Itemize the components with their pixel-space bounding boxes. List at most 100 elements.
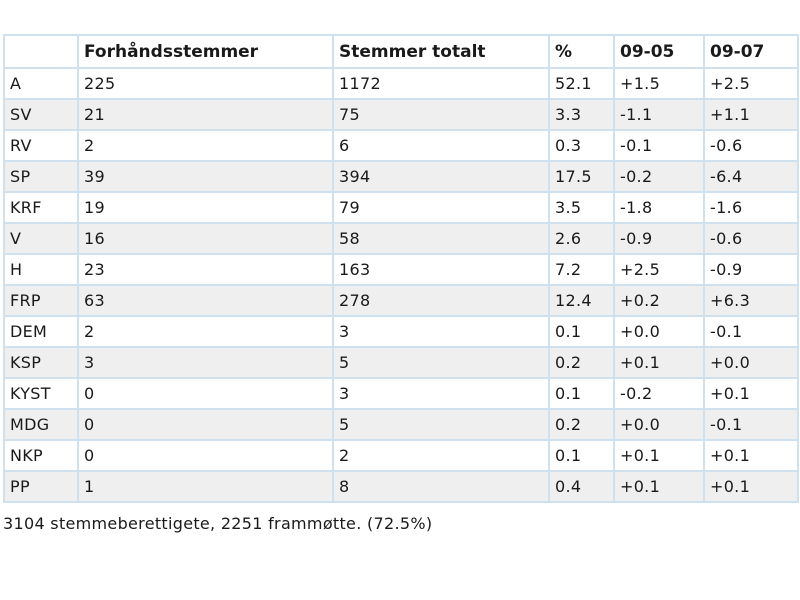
advance-votes-header: Forhåndsstemmer (77, 34, 334, 69)
table-row: MDG 0 5 0.2 +0.0 -0.1 (3, 408, 799, 441)
party-cell: MDG (3, 408, 79, 441)
change-09-07-cell: +0.0 (703, 346, 799, 379)
party-cell: KYST (3, 377, 79, 410)
advance-votes-cell: 0 (77, 439, 334, 472)
party-cell: FRP (3, 284, 79, 317)
party-cell: DEM (3, 315, 79, 348)
change-09-05-cell: +0.0 (613, 408, 705, 441)
advance-votes-cell: 3 (77, 346, 334, 379)
total-votes-cell: 2 (332, 439, 550, 472)
total-votes-cell: 79 (332, 191, 550, 224)
percent-header: % (548, 34, 615, 69)
change-09-05-cell: +0.1 (613, 346, 705, 379)
table-row: SP 39 394 17.5 -0.2 -6.4 (3, 160, 799, 193)
percent-cell: 0.1 (548, 315, 615, 348)
change-09-05-cell: -0.2 (613, 377, 705, 410)
change-09-07-cell: -6.4 (703, 160, 799, 193)
turnout-summary: 3104 stemmeberettigete, 2251 frammøtte. … (3, 514, 433, 533)
change-09-05-cell: +0.2 (613, 284, 705, 317)
party-cell: PP (3, 470, 79, 503)
change-09-07-cell: +1.1 (703, 98, 799, 131)
advance-votes-cell: 39 (77, 160, 334, 193)
party-cell: KSP (3, 346, 79, 379)
percent-cell: 12.4 (548, 284, 615, 317)
change-09-05-cell: +0.0 (613, 315, 705, 348)
change-09-07-cell: -0.6 (703, 129, 799, 162)
advance-votes-cell: 1 (77, 470, 334, 503)
change-09-07-cell: -1.6 (703, 191, 799, 224)
table-row: NKP 0 2 0.1 +0.1 +0.1 (3, 439, 799, 472)
percent-cell: 0.4 (548, 470, 615, 503)
advance-votes-cell: 225 (77, 67, 334, 100)
total-votes-cell: 5 (332, 346, 550, 379)
party-cell: SV (3, 98, 79, 131)
change-09-05-cell: -0.2 (613, 160, 705, 193)
table-row: FRP 63 278 12.4 +0.2 +6.3 (3, 284, 799, 317)
table-header: Forhåndsstemmer Stemmer totalt% 09-05 09-07 (3, 34, 799, 69)
header-row: Forhåndsstemmer Stemmer totalt% 09-05 09-07 (3, 34, 799, 69)
party-header (3, 34, 79, 69)
change-09-05-cell: -0.9 (613, 222, 705, 255)
percent-cell: 3.5 (548, 191, 615, 224)
total-votes-cell: 6 (332, 129, 550, 162)
table-row: H 23 163 7.2 +2.5 -0.9 (3, 253, 799, 286)
change-09-05-cell: +0.1 (613, 439, 705, 472)
total-votes-cell: 278 (332, 284, 550, 317)
advance-votes-cell: 2 (77, 129, 334, 162)
advance-votes-cell: 19 (77, 191, 334, 224)
percent-cell: 7.2 (548, 253, 615, 286)
advance-votes-cell: 23 (77, 253, 334, 286)
percent-cell: 0.3 (548, 129, 615, 162)
table-row: DEM 2 3 0.1 +0.0 -0.1 (3, 315, 799, 348)
change-09-07-cell: +0.1 (703, 470, 799, 503)
change-09-05-cell: -1.1 (613, 98, 705, 131)
party-cell: KRF (3, 191, 79, 224)
percent-cell: 0.2 (548, 346, 615, 379)
advance-votes-cell: 21 (77, 98, 334, 131)
party-cell: A (3, 67, 79, 100)
total-votes-cell: 75 (332, 98, 550, 131)
percent-cell: 3.3 (548, 98, 615, 131)
table-row: A 225 1172 52.1 +1.5 +2.5 (3, 67, 799, 100)
table-row: RV 2 6 0.3 -0.1 -0.6 (3, 129, 799, 162)
change-09-07-cell: +0.1 (703, 439, 799, 472)
table-row: SV 21 75 3.3 -1.1 +1.1 (3, 98, 799, 131)
party-cell: SP (3, 160, 79, 193)
table-row: PP 1 8 0.4 +0.1 +0.1 (3, 470, 799, 503)
party-cell: NKP (3, 439, 79, 472)
party-cell: RV (3, 129, 79, 162)
total-votes-cell: 3 (332, 315, 550, 348)
change-09-07-cell: -0.1 (703, 315, 799, 348)
total-votes-header: Stemmer totalt (332, 34, 550, 69)
change-09-07-cell: +6.3 (703, 284, 799, 317)
total-votes-cell: 58 (332, 222, 550, 255)
change-09-05-header: 09-05 (613, 34, 705, 69)
change-09-07-header: 09-07 (703, 34, 799, 69)
total-votes-cell: 5 (332, 408, 550, 441)
table-row: KSP 3 5 0.2 +0.1 +0.0 (3, 346, 799, 379)
party-cell: V (3, 222, 79, 255)
change-09-07-cell: -0.6 (703, 222, 799, 255)
percent-cell: 17.5 (548, 160, 615, 193)
total-votes-cell: 163 (332, 253, 550, 286)
percent-cell: 2.6 (548, 222, 615, 255)
change-09-05-cell: +1.5 (613, 67, 705, 100)
change-09-07-cell: -0.1 (703, 408, 799, 441)
table-row: KYST 0 3 0.1 -0.2 +0.1 (3, 377, 799, 410)
advance-votes-cell: 16 (77, 222, 334, 255)
advance-votes-cell: 0 (77, 377, 334, 410)
change-09-07-cell: -0.9 (703, 253, 799, 286)
table-body: A 225 1172 52.1 +1.5 +2.5 SV 21 75 3.3 -1.1 +1.1 RV 2… (3, 67, 799, 503)
change-09-05-cell: +0.1 (613, 470, 705, 503)
percent-cell: 0.1 (548, 377, 615, 410)
results-table-container: Forhåndsstemmer Stemmer totalt% 09-05 09-07… (3, 34, 799, 503)
table-row: KRF 19 79 3.5 -1.8 -1.6 (3, 191, 799, 224)
change-09-05-cell: -0.1 (613, 129, 705, 162)
percent-cell: 0.1 (548, 439, 615, 472)
total-votes-cell: 394 (332, 160, 550, 193)
advance-votes-cell: 63 (77, 284, 334, 317)
percent-cell: 52.1 (548, 67, 615, 100)
total-votes-cell: 3 (332, 377, 550, 410)
election-results-table: Forhåndsstemmer Stemmer totalt% 09-05 09-07… (3, 34, 799, 503)
table-row: V 16 58 2.6 -0.9 -0.6 (3, 222, 799, 255)
